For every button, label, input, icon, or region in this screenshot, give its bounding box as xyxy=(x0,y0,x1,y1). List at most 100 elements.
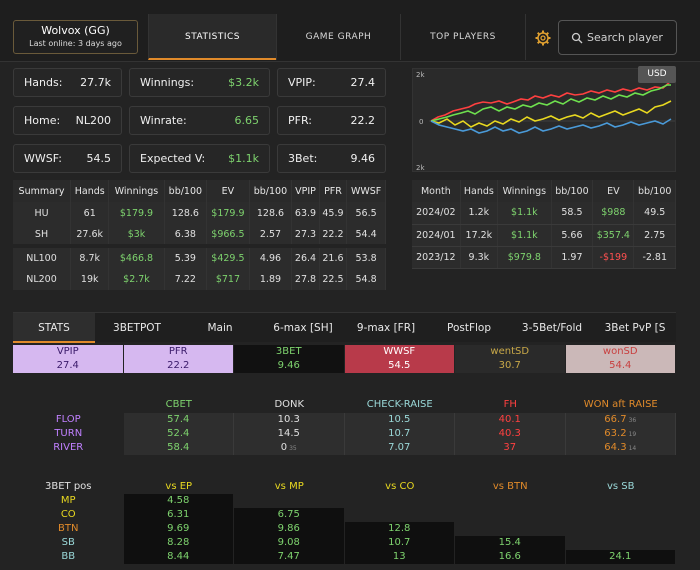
postflop-sample-size: 19 xyxy=(628,431,637,438)
month-row: 2024/02 1.2k $1.1k 58.5 $988 49.5 xyxy=(412,202,676,225)
postflop-header: WON aft RAISE xyxy=(583,399,658,410)
card-label: VPIP: xyxy=(288,76,316,89)
summary-cell: $717 xyxy=(206,268,250,290)
summary-cell: $2.7k xyxy=(108,268,165,290)
tab-statistics[interactable]: STATISTICS xyxy=(148,14,276,60)
month-cell: 2023/12 xyxy=(412,246,461,269)
subtab[interactable]: 3Bet PvP [S xyxy=(604,322,666,334)
subtab[interactable]: 9-max [FR] xyxy=(356,322,416,334)
card-vpip: VPIP: 27.4 xyxy=(277,68,386,97)
prestat-header: wentSD xyxy=(455,345,565,359)
gear-icon[interactable] xyxy=(535,30,551,46)
threebet-pos-header: vs EP xyxy=(165,481,193,492)
month-cell: $357.4 xyxy=(592,224,635,247)
summary-cell: 56.5 xyxy=(346,202,386,224)
subtab[interactable]: 6-max [SH] xyxy=(273,322,333,334)
summary-cell: $966.5 xyxy=(206,224,250,246)
postflop-value: 40.3 xyxy=(498,428,521,439)
player-box[interactable]: Wolvox (GG) Last online: 3 days ago xyxy=(13,20,138,54)
month-cell: 1.2k xyxy=(460,202,499,225)
postflop-value: 10.5 xyxy=(388,414,411,425)
summary-cell: 22.2 xyxy=(319,224,348,246)
card-wwsf: WWSF: 54.5 xyxy=(13,144,122,173)
summary-cell: 54.4 xyxy=(346,224,386,246)
card-winrate: Winrate: 6.65 xyxy=(129,106,270,135)
subtab[interactable]: PostFlop xyxy=(446,322,491,334)
currency-toggle[interactable]: USD xyxy=(638,66,676,83)
threebet-pos-label: BTN xyxy=(58,523,79,534)
month-header-cell: EV xyxy=(592,180,635,202)
threebet-pos-cell: 8.28 xyxy=(123,536,233,550)
postflop-cell: 7.07 xyxy=(344,441,455,455)
postflop-value: 7.07 xyxy=(388,442,411,453)
summary-cell: 1.89 xyxy=(249,268,293,290)
summary-cell: 2.57 xyxy=(249,224,293,246)
summary-cell: 26.4 xyxy=(291,246,320,268)
threebet-pos-cell: 9.86 xyxy=(234,522,344,536)
card-value: $1.1k xyxy=(228,152,259,165)
threebet-pos-cell: 16.6 xyxy=(455,550,565,564)
graph-line-blue xyxy=(430,118,672,134)
threebet-pos-header: vs BTN xyxy=(492,481,528,492)
summary-cell: $3k xyxy=(108,224,165,246)
postflop-street: FLOP xyxy=(55,414,81,425)
threebet-pos-cell: 12.8 xyxy=(344,522,454,536)
summary-cell: HU xyxy=(13,202,72,224)
y-top-label: 2k xyxy=(416,71,425,79)
subtab[interactable]: 3BETPOT xyxy=(113,322,161,334)
postflop-value: 10.7 xyxy=(388,428,411,439)
subtab[interactable]: Main xyxy=(207,322,233,334)
card-label: WWSF: xyxy=(24,152,62,165)
threebet-pos-cell: 24.1 xyxy=(565,550,675,564)
threebet-pos-cell: 6.31 xyxy=(123,508,233,522)
postflop-block: CBET DONK CHECK-RAISE FH WON aft RAISE FLOP 57… xyxy=(13,396,676,456)
month-cell: 17.2k xyxy=(460,224,499,247)
postflop-cell: 14.5 xyxy=(234,427,345,441)
threebet-pos-cell xyxy=(345,494,455,508)
month-header-cell: bb/100 xyxy=(551,180,594,202)
threebet-pos-header: vs CO xyxy=(385,481,415,492)
card-value: 6.65 xyxy=(234,114,260,127)
search-input[interactable]: Search player xyxy=(558,20,677,55)
summary-cell: 27.3 xyxy=(291,224,320,246)
summary-cell: 53.8 xyxy=(346,246,386,268)
tab-top-players[interactable]: TOP PLAYERS xyxy=(400,14,526,60)
postflop-cell: 52.4 xyxy=(123,427,234,441)
month-row: 2024/01 17.2k $1.1k 5.66 $357.4 2.75 xyxy=(412,224,676,247)
threebet-pos-cell xyxy=(566,536,676,550)
summary-row: NL100 8.7k $466.8 5.39 $429.5 4.96 26.4 21.6 53.… xyxy=(13,246,386,268)
postflop-cell: 64.3 14 xyxy=(565,441,676,455)
summary-cell: 19k xyxy=(70,268,110,290)
summary-header-row: Summary Hands Winnings bb/100 EV bb/100 VPIP PF… xyxy=(13,180,386,202)
postflop-value: 64.3 xyxy=(604,442,627,453)
summary-cell: 21.6 xyxy=(319,246,348,268)
month-header-cell: Winnings xyxy=(497,180,552,202)
subtab[interactable]: 3-5Bet/Fold xyxy=(521,322,583,334)
card-label: Hands: xyxy=(24,76,63,89)
threebet-pos-header: vs SB xyxy=(606,481,635,492)
prestat-value: 30.7 xyxy=(455,359,565,373)
postflop-header: FH xyxy=(503,399,517,410)
summary-cell: 128.6 xyxy=(249,202,293,224)
winnings-graph: 2k 0 2k xyxy=(412,68,676,172)
summary-header-cell: bb/100 xyxy=(164,180,208,202)
card-expected-v: Expected V: $1.1k xyxy=(129,144,270,173)
summary-cell: 5.39 xyxy=(164,246,208,268)
month-cell: $979.8 xyxy=(497,246,552,269)
postflop-value: 40.1 xyxy=(498,414,521,425)
prestat-value: 22.2 xyxy=(123,359,233,373)
card-hands: Hands: 27.7k xyxy=(13,68,122,97)
month-cell: $1.1k xyxy=(497,202,552,225)
subtab[interactable]: STATS xyxy=(13,313,95,343)
threebet-pos-cell xyxy=(455,522,565,536)
tab-game-graph[interactable]: GAME GRAPH xyxy=(276,14,400,60)
summary-row: SH 27.6k $3k 6.38 $966.5 2.57 27.3 22.2 54.4 xyxy=(13,224,386,246)
postflop-value: 0 xyxy=(280,442,288,453)
postflop-sample-size: 35 xyxy=(289,445,297,452)
postflop-value: 14.5 xyxy=(277,428,300,439)
threebet-pos-cell xyxy=(234,494,344,508)
summary-row: HU 61 $179.9 128.6 $179.9 128.6 63.9 45.9 56.5 xyxy=(13,202,386,224)
graph-line-green xyxy=(430,84,671,122)
card-label: Winnings: xyxy=(140,76,195,89)
prestat-header: WWSF xyxy=(344,345,454,359)
